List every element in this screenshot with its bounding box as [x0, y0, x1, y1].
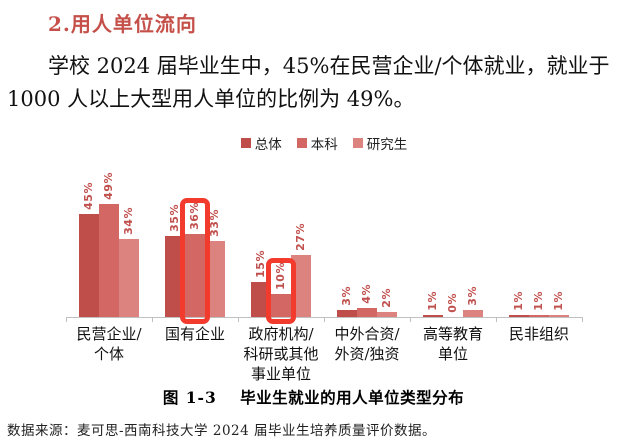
- bar-value-label: 0%: [446, 293, 459, 313]
- bar-chart: 总体 本科 研究生 45% 49% 34% 民营企业/ 个体 35% 36% 33% 国有企业…: [0, 125, 627, 385]
- x-axis-label: 中外合资/ 外资/独资: [334, 325, 400, 363]
- bar-value-label: 1%: [532, 291, 545, 311]
- bar-value-label: 34%: [122, 207, 135, 235]
- paragraph-line-2: 1000 人以上大型用人单位的比例为 49%。: [7, 87, 415, 111]
- legend-item-graduate: 研究生: [352, 133, 408, 153]
- axis-tick: [496, 317, 497, 322]
- x-axis-label: 民营企业/ 个体: [76, 325, 142, 363]
- legend-item-undergraduate: 本科: [296, 133, 338, 153]
- bar-本科-3: [271, 294, 291, 317]
- x-axis-label: 高等教育 单位: [422, 325, 483, 363]
- x-axis-label: 民非组织: [508, 325, 569, 343]
- bar-value-label: 45%: [82, 182, 95, 210]
- bar-本科-2: [185, 234, 205, 317]
- paragraph-line-1: 学校 2024 届毕业生中，45%在民营企业/个体就业，就业于: [48, 54, 610, 78]
- figure-number: 图 1-3: [162, 388, 217, 407]
- bar-研究生-3: [291, 255, 311, 317]
- x-axis-label: 国有企业: [164, 325, 225, 343]
- legend-item-overall: 总体: [240, 133, 282, 153]
- section-heading: 2.用人单位流向: [48, 12, 197, 36]
- legend-label-undergraduate: 本科: [310, 137, 338, 153]
- bar-总体-1: [79, 214, 99, 317]
- bar-value-label: 49%: [102, 172, 115, 200]
- legend-label-graduate: 研究生: [366, 137, 408, 153]
- data-source-note: 数据来源：麦可思-西南科技大学 2024 届毕业生培养质量评价数据。: [7, 423, 436, 439]
- figure-title: 毕业生就业的用人单位类型分布: [240, 388, 465, 407]
- bar-研究生-5: [463, 310, 483, 317]
- axis-tick: [582, 317, 583, 322]
- axis-tick: [324, 317, 325, 322]
- highlight-box: [266, 258, 296, 324]
- legend-swatch-graduate-icon: [352, 138, 363, 148]
- figure-caption: 图 1-3 毕业生就业的用人单位类型分布: [0, 386, 627, 408]
- highlight-box: [180, 198, 210, 324]
- bar-value-label: 27%: [294, 223, 307, 251]
- bar-value-label: 3%: [340, 286, 353, 306]
- axis-tick: [238, 317, 239, 322]
- bar-value-label: 1%: [552, 291, 565, 311]
- bar-value-label: 2%: [380, 288, 393, 308]
- bar-value-label: 1%: [512, 291, 525, 311]
- legend-swatch-undergraduate-icon: [296, 138, 307, 148]
- bar-总体-6: [509, 315, 529, 317]
- axis-tick: [410, 317, 411, 322]
- bar-value-label: 33%: [208, 209, 221, 237]
- bar-本科-6: [529, 315, 549, 317]
- axis-tick: [66, 317, 67, 322]
- bar-研究生-2: [205, 241, 225, 317]
- bar-本科-4: [357, 308, 377, 317]
- legend-label-overall: 总体: [254, 137, 282, 153]
- bar-value-label: 3%: [466, 286, 479, 306]
- x-axis-label: 政府机构/ 科研或其他 事业单位: [243, 325, 319, 383]
- bar-总体-4: [337, 310, 357, 317]
- bar-研究生-4: [377, 312, 397, 317]
- bar-本科-1: [99, 204, 119, 317]
- bar-总体-5: [423, 315, 443, 317]
- bar-研究生-6: [549, 315, 569, 317]
- bar-研究生-1: [119, 239, 139, 317]
- chart-legend: 总体 本科 研究生: [0, 133, 627, 153]
- bar-value-label: 1%: [426, 291, 439, 311]
- body-paragraph: 学校 2024 届毕业生中，45%在民营企业/个体就业，就业于 1000 人以上…: [7, 50, 620, 116]
- bar-value-label: 4%: [360, 284, 373, 304]
- legend-swatch-overall-icon: [240, 138, 251, 148]
- axis-tick: [152, 317, 153, 322]
